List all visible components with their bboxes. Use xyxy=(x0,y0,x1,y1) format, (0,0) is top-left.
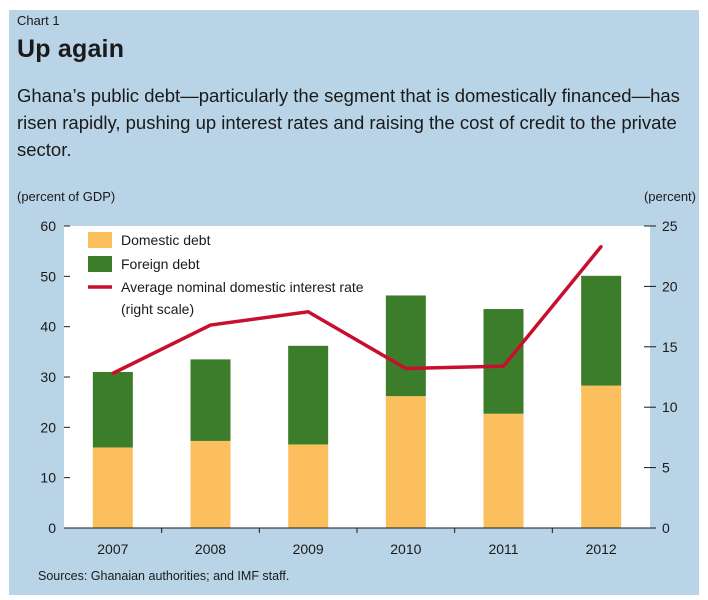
x-tick-label: 2012 xyxy=(586,541,617,557)
legend-label-interest-rate: Average nominal domestic interest rate xyxy=(121,279,364,295)
right-tick-label: 5 xyxy=(662,460,670,476)
x-tick-label: 2008 xyxy=(195,541,226,557)
right-axis-unit: (percent) xyxy=(643,189,696,204)
left-axis-unit: (percent of GDP) xyxy=(17,189,116,204)
left-tick-label: 0 xyxy=(48,520,56,536)
left-tick-label: 60 xyxy=(40,218,56,234)
bar-foreign-debt xyxy=(385,295,426,397)
source-note: Sources: Ghanaian authorities; and IMF s… xyxy=(38,569,290,583)
chart-subtitle: Ghana’s public debt—particularly the seg… xyxy=(17,85,680,160)
right-tick-label: 25 xyxy=(662,218,678,234)
bar-foreign-debt xyxy=(92,371,133,448)
legend-label-foreign-debt: Foreign debt xyxy=(121,256,200,272)
bar-domestic-debt xyxy=(190,440,231,528)
line-point-interest-rate xyxy=(404,367,408,371)
left-tick-label: 20 xyxy=(40,419,56,435)
bar-domestic-debt xyxy=(288,444,329,528)
left-tick-label: 50 xyxy=(40,268,56,284)
bar-foreign-debt xyxy=(483,309,524,414)
x-tick-label: 2007 xyxy=(97,541,128,557)
line-interest-rate xyxy=(112,245,603,375)
legend-label-domestic-debt: Domestic debt xyxy=(121,232,211,248)
line-point-interest-rate xyxy=(306,310,310,314)
line-point-interest-rate xyxy=(111,371,115,375)
plot-area xyxy=(64,226,650,528)
bar-domestic-debt xyxy=(92,447,133,528)
left-tick-label: 10 xyxy=(40,470,56,486)
legend-swatch-foreign-debt xyxy=(88,256,112,272)
x-tick-label: 2009 xyxy=(293,541,324,557)
bar-foreign-debt xyxy=(288,345,329,445)
bar-domestic-debt xyxy=(385,396,426,528)
line-point-interest-rate xyxy=(209,323,212,327)
chart-title: Up again xyxy=(17,35,125,63)
right-tick-label: 0 xyxy=(662,520,670,536)
bar-foreign-debt xyxy=(581,275,622,386)
right-tick-label: 15 xyxy=(662,339,678,355)
bar-domestic-debt xyxy=(483,413,524,528)
bar-domestic-debt xyxy=(581,385,622,528)
line-point-interest-rate xyxy=(502,364,505,368)
legend-label-interest-rate-scale: (right scale) xyxy=(121,301,194,317)
bar-foreign-debt xyxy=(190,359,231,441)
left-tick-label: 40 xyxy=(40,319,56,335)
right-tick-label: 10 xyxy=(662,399,678,415)
x-tick-label: 2011 xyxy=(488,541,518,557)
x-tick-label: 2010 xyxy=(390,541,421,557)
line-point-interest-rate xyxy=(599,245,603,249)
left-tick-label: 30 xyxy=(40,369,56,385)
right-tick-label: 20 xyxy=(662,278,678,294)
legend-swatch-domestic-debt xyxy=(88,232,112,248)
chart-number: Chart 1 xyxy=(17,13,60,28)
